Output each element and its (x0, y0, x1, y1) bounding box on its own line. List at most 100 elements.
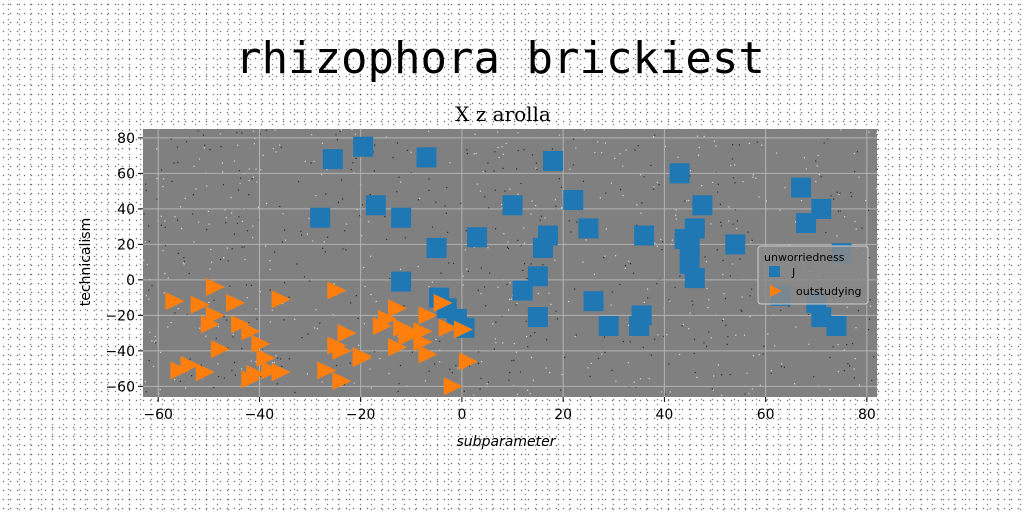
point-outstudying (205, 306, 225, 325)
noise-speck (145, 189, 147, 192)
noise-speck (494, 338, 496, 340)
noise-speck (155, 339, 157, 341)
noise-speck (836, 235, 838, 237)
noise-speck (744, 393, 746, 395)
noise-speck (232, 333, 234, 335)
point-outstudying (210, 340, 230, 359)
noise-speck (303, 276, 306, 278)
noise-speck (233, 233, 236, 235)
noise-speck (686, 200, 688, 202)
point-J (310, 207, 331, 228)
point-J (811, 198, 832, 219)
point-outstudying (180, 356, 200, 375)
noise-speck (496, 131, 499, 133)
noise-speck (188, 272, 190, 275)
noise-speck (213, 386, 215, 389)
point-J (796, 213, 817, 234)
noise-speck (752, 355, 754, 357)
noise-speck (556, 318, 558, 320)
point-outstudying (226, 293, 246, 312)
point-J (426, 237, 447, 258)
noise-speck (465, 230, 467, 232)
noise-speck (546, 339, 548, 341)
noise-speck (747, 231, 749, 233)
noise-speck (635, 386, 637, 388)
point-outstudying (352, 347, 372, 366)
noise-speck (373, 170, 375, 172)
point-J (684, 268, 705, 289)
noise-speck (729, 275, 731, 277)
noise-speck (283, 229, 286, 231)
noise-speck (304, 160, 306, 162)
point-outstudying (261, 361, 281, 380)
noise-speck (230, 197, 232, 199)
noise-speck (756, 141, 758, 143)
noise-speck (536, 168, 538, 170)
noise-speck (483, 286, 486, 288)
noise-speck (850, 192, 852, 194)
noise-speck (183, 263, 185, 265)
noise-speck (487, 162, 489, 164)
noise-speck (467, 270, 469, 272)
noise-speck (145, 183, 147, 185)
noise-speck (829, 389, 831, 391)
noise-speck (689, 175, 691, 177)
noise-speck (530, 356, 533, 359)
point-J (391, 207, 412, 228)
noise-speck (510, 298, 513, 300)
noise-speck (516, 302, 518, 304)
noise-speck (301, 337, 303, 339)
noise-speck (573, 138, 575, 140)
noise-speck (643, 176, 645, 178)
noise-speck (462, 275, 464, 277)
noise-speck (223, 377, 225, 379)
point-J (512, 280, 533, 301)
noise-speck (513, 359, 515, 361)
noise-speck (354, 133, 356, 135)
noise-speck (540, 215, 542, 217)
noise-speck (710, 337, 712, 339)
noise-speck (207, 210, 209, 212)
noise-speck (203, 147, 205, 149)
noise-speck (209, 149, 211, 151)
noise-speck (758, 196, 760, 198)
noise-speck (732, 177, 735, 179)
point-outstudying (251, 334, 271, 353)
noise-speck (255, 361, 257, 363)
noise-speck (144, 241, 146, 243)
noise-speck (523, 242, 525, 244)
noise-speck (813, 376, 815, 378)
noise-speck (333, 283, 335, 285)
noise-speck (746, 372, 748, 374)
noise-speck (696, 376, 698, 378)
noise-speck (265, 202, 268, 205)
noise-speck (717, 191, 719, 193)
noise-speck (516, 396, 518, 398)
y-tick-label: −60 (105, 379, 135, 395)
noise-speck (508, 309, 510, 311)
noise-speck (398, 383, 400, 385)
noise-speck (174, 312, 176, 314)
noise-speck (192, 194, 194, 196)
noise-speck (225, 216, 227, 219)
noise-speck (660, 238, 662, 241)
noise-speck (296, 263, 298, 265)
noise-speck (731, 158, 733, 160)
noise-speck (604, 142, 606, 144)
noise-speck (342, 248, 344, 250)
noise-speck (634, 149, 636, 151)
noise-speck (474, 133, 476, 135)
noise-speck (589, 396, 591, 398)
noise-speck (611, 291, 613, 293)
noise-speck (198, 158, 201, 160)
noise-speck (282, 213, 284, 215)
noise-speck (434, 363, 436, 365)
noise-speck (462, 284, 464, 286)
noise-speck (688, 199, 690, 202)
noise-speck (386, 238, 388, 241)
noise-speck (355, 157, 357, 159)
point-outstudying (443, 377, 463, 396)
point-J (532, 237, 553, 258)
noise-speck (321, 142, 324, 144)
noise-speck (508, 379, 510, 381)
